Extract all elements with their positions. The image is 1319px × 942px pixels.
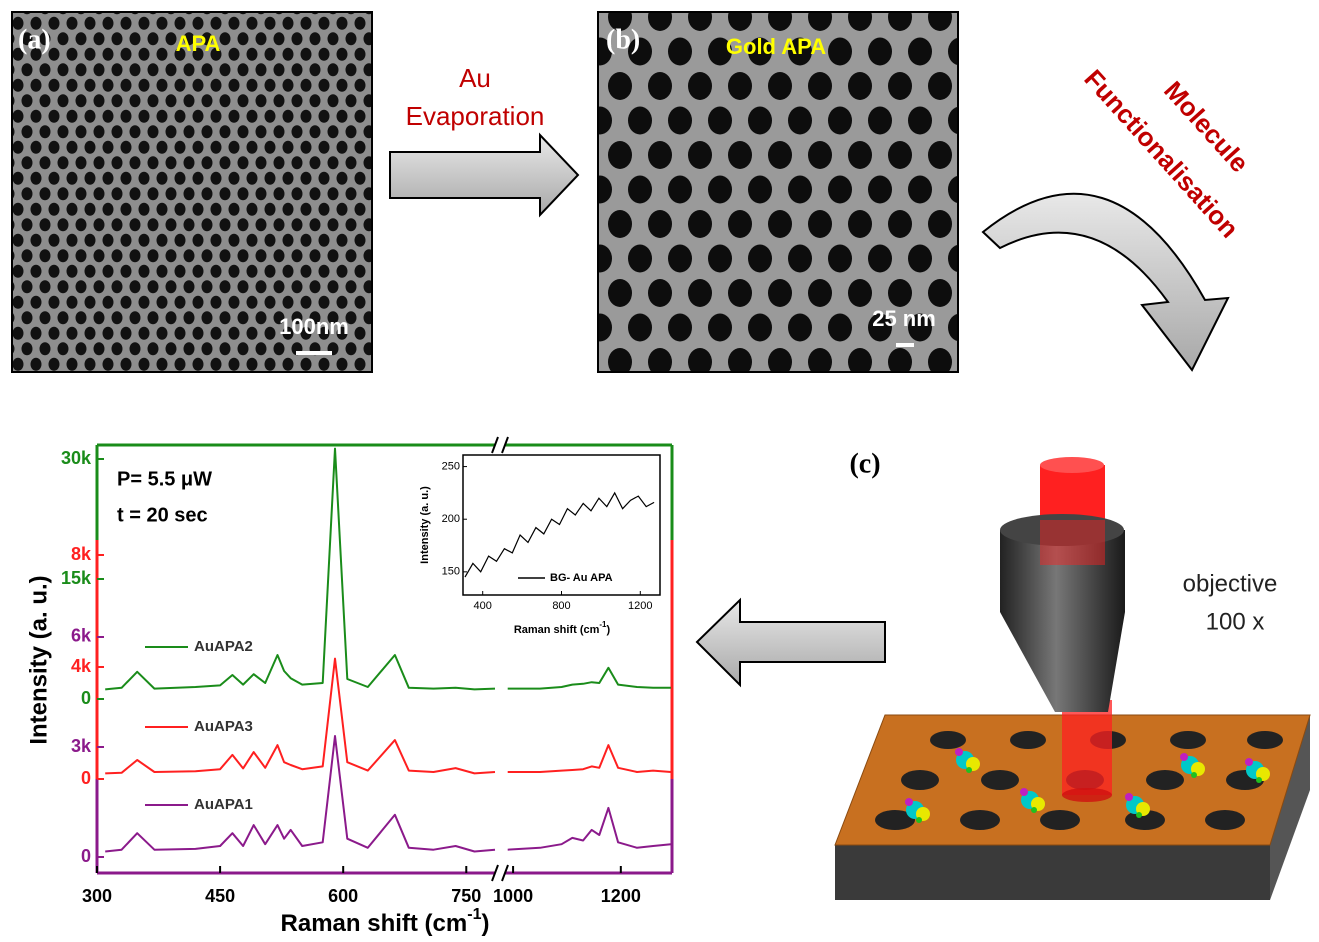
- spectrum-line: [105, 659, 671, 774]
- y-tick-label: 15k: [61, 568, 92, 588]
- scale-bar-label: 100nm: [279, 314, 349, 339]
- x-tick-label: 1000: [493, 886, 533, 906]
- x-axis-title-end: ): [607, 624, 611, 636]
- y-tick-label: 150: [442, 566, 460, 578]
- x-tick-label: 750: [451, 886, 481, 906]
- legend-label: AuAPA2: [194, 638, 253, 655]
- x-axis-title-sup: -1: [467, 906, 481, 923]
- x-tick-label: 800: [552, 600, 570, 612]
- inset-x-axis-title: Raman shift (cm-1): [514, 620, 611, 636]
- spectrum-line: [105, 736, 671, 852]
- arrow: [390, 135, 578, 215]
- x-tick-label: 400: [474, 600, 492, 612]
- y-tick-label: 30k: [61, 448, 92, 468]
- figure: (a) APA 100nm Au Evaporation (b) Gold AP…: [0, 0, 1319, 942]
- laser-beam-top: [1040, 457, 1104, 473]
- panel-title: APA: [176, 31, 221, 56]
- x-axis-title: Raman shift (cm-1): [281, 906, 490, 937]
- y-tick-label: 8k: [71, 544, 92, 564]
- objective-cone: [1000, 612, 1125, 712]
- laser-beam: [1040, 520, 1105, 565]
- legend-label: BG- Au APA: [550, 572, 613, 584]
- y-tick-label: 6k: [71, 626, 92, 646]
- y-tick-label: 250: [442, 460, 460, 472]
- scale-bar: [896, 343, 914, 347]
- x-axis-title-end: ): [481, 910, 489, 937]
- laser-spot: [1062, 788, 1112, 802]
- y-tick-label: 200: [442, 513, 460, 525]
- panel-a: (a) APA 100nm: [12, 12, 372, 372]
- arrow-label: Au: [459, 63, 491, 93]
- arrow-label: Evaporation: [406, 101, 545, 131]
- functionalisation-arrow: Molecule Functionalisation: [983, 64, 1255, 370]
- laser-beam: [1062, 700, 1112, 795]
- panel-label: (a): [18, 24, 51, 55]
- annotation: t = 20 sec: [117, 504, 208, 526]
- objective-label: 100 x: [1206, 608, 1265, 635]
- y-tick-label: 4k: [71, 656, 92, 676]
- y-tick-label: 0: [81, 768, 91, 788]
- y-tick-label: 0: [81, 688, 91, 708]
- inset-y-axis-title: Intensity (a. u.): [419, 486, 431, 564]
- y-tick-label: 0: [81, 846, 91, 866]
- x-tick-label: 600: [328, 886, 358, 906]
- y-tick-label: 3k: [71, 736, 92, 756]
- legend-label: AuAPA1: [194, 796, 253, 813]
- x-tick-label: 300: [82, 886, 112, 906]
- page: { "panel_a": {"label": "(a)", "title": "…: [0, 0, 1319, 942]
- panel-label: (b): [606, 24, 640, 55]
- panel-b: (b) Gold APA 25 nm: [598, 12, 958, 372]
- arrow: [983, 194, 1228, 370]
- x-tick-label: 1200: [601, 886, 641, 906]
- x-axis-title-text: Raman shift (cm: [281, 910, 468, 937]
- scale-bar-label: 25 nm: [872, 306, 936, 331]
- legend-label: AuAPA3: [194, 718, 253, 735]
- evaporation-arrow: Au Evaporation: [390, 63, 578, 215]
- x-axis-title-text: Raman shift (cm: [514, 624, 600, 636]
- objective-label: objective: [1183, 570, 1278, 597]
- y-axis-title: Intensity (a. u.): [25, 575, 52, 744]
- x-tick-label: 450: [205, 886, 235, 906]
- panel-title: Gold APA: [726, 34, 826, 59]
- annotation: P= 5.5 μW: [117, 468, 212, 490]
- scale-bar: [296, 351, 332, 355]
- panel-c: (c) objective 100 x: [835, 448, 1310, 900]
- arrow: [697, 600, 885, 685]
- slab-front: [835, 845, 1270, 900]
- panel-label: (c): [849, 448, 880, 479]
- x-tick-label: 1200: [628, 600, 652, 612]
